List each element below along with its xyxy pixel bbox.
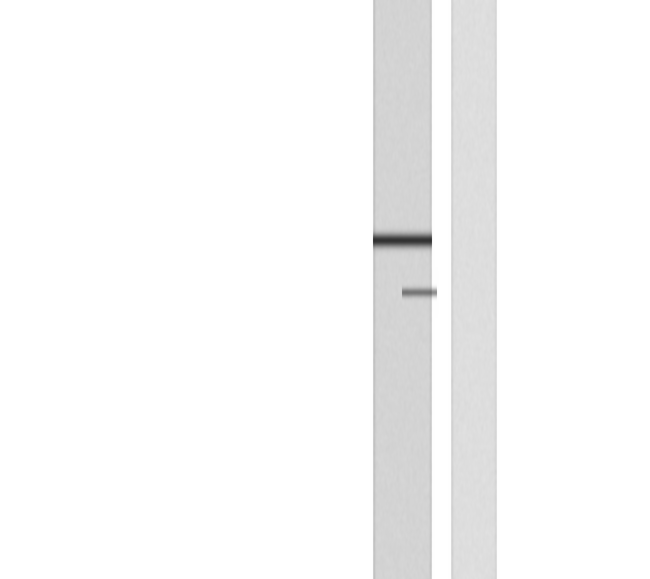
- Text: (kD): (kD): [502, 395, 538, 413]
- Text: (pSer250): (pSer250): [180, 343, 270, 361]
- Text: 85: 85: [502, 111, 526, 130]
- Text: --: --: [482, 348, 495, 366]
- Text: --: --: [482, 199, 495, 217]
- Text: alpha type 3 --: alpha type 3 --: [159, 317, 291, 335]
- Text: --: --: [482, 112, 495, 130]
- Text: 117: 117: [502, 74, 539, 93]
- Text: 34: 34: [502, 254, 526, 273]
- Text: 48: 48: [502, 198, 526, 217]
- Text: Proteasome subunit: Proteasome subunit: [135, 292, 315, 310]
- Text: --: --: [482, 254, 495, 272]
- Text: --: --: [482, 301, 495, 319]
- Text: --: --: [482, 74, 495, 92]
- Text: 26: 26: [502, 301, 526, 320]
- Text: 19: 19: [502, 347, 526, 367]
